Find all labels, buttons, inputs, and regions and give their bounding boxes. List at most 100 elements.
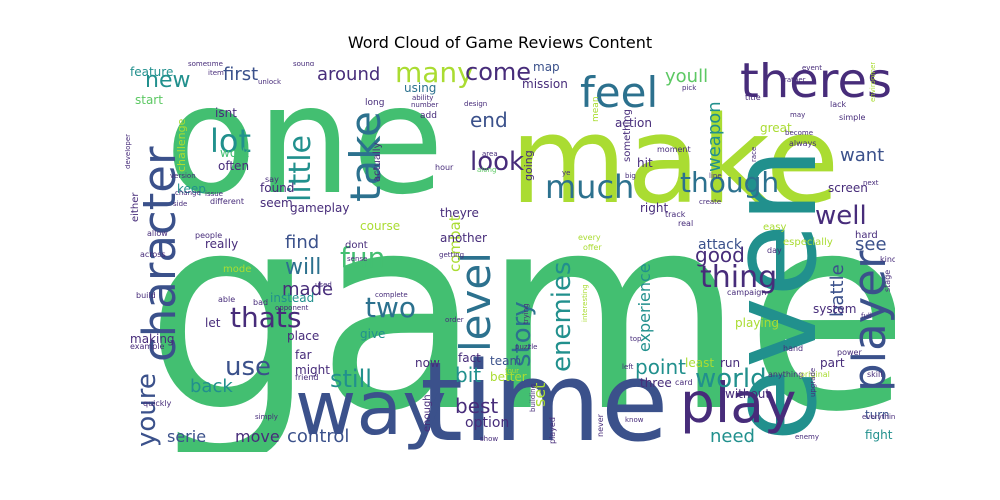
word-instead: instead — [270, 291, 314, 305]
word-say: say — [265, 175, 279, 184]
word-though: though — [680, 166, 779, 199]
word-set: set — [530, 383, 549, 407]
word-first: first — [223, 64, 258, 85]
word-power: power — [837, 348, 862, 357]
word-area: area — [482, 150, 498, 158]
word-make: make — [510, 92, 839, 231]
word-thing: thing — [700, 260, 777, 295]
chart-title: Word Cloud of Game Reviews Content — [347, 33, 653, 52]
word-least: least — [685, 356, 714, 370]
word-gameplay: gameplay — [290, 201, 349, 215]
word-hand: hand — [783, 344, 803, 353]
word-point: point — [635, 355, 686, 379]
word-move: move — [235, 427, 280, 446]
word-quickly: quickly — [143, 399, 172, 408]
word-theyre: theyre — [440, 206, 479, 220]
word-rather: rather — [784, 76, 806, 84]
word-want: want — [840, 145, 884, 166]
word-big: big — [625, 172, 636, 180]
word-little: little — [283, 135, 318, 202]
word-show: show — [480, 435, 498, 443]
word-fact: fact — [458, 351, 481, 365]
word-example: example — [130, 342, 165, 351]
word-combat: combat — [446, 215, 464, 272]
word-without: without — [725, 387, 770, 401]
word-two: two — [365, 291, 416, 324]
word-version: version — [170, 172, 196, 180]
word-really: really — [205, 237, 238, 251]
word-next: next — [863, 179, 879, 187]
word-map: map — [533, 62, 560, 74]
word-action: action — [615, 116, 652, 130]
word-along: along — [477, 166, 496, 174]
word-building: building — [529, 384, 537, 412]
word-full: full — [861, 312, 872, 320]
word-either: either — [130, 192, 141, 222]
word-real: real — [678, 219, 693, 228]
word-often: often — [218, 159, 249, 173]
word-far: far — [295, 348, 312, 362]
word-new: new — [145, 68, 190, 93]
word-way: way — [295, 364, 447, 452]
word-opponent: opponent — [275, 304, 309, 312]
word-let: let — [205, 316, 221, 330]
word-see: see — [855, 234, 887, 255]
word-much: much — [545, 168, 634, 206]
word-add: add — [420, 111, 437, 121]
word-now: now — [415, 356, 440, 370]
word-right: right — [640, 201, 668, 215]
word-trying: trying — [522, 303, 530, 324]
word-serie: serie — [167, 427, 206, 446]
word-will: will — [285, 255, 321, 280]
word-one: one — [165, 62, 444, 228]
word-making: making — [130, 332, 175, 346]
word-still: still — [330, 365, 372, 393]
word-never: never — [596, 413, 605, 437]
word-card: card — [675, 378, 693, 387]
word-title: title — [745, 93, 761, 102]
word-around: around — [317, 64, 380, 85]
word-long: long — [365, 98, 384, 108]
word-dont: dont — [345, 240, 368, 251]
word-feature: feature — [130, 65, 173, 79]
word-simple: simple — [839, 113, 865, 122]
word-race: race — [750, 147, 758, 162]
word-player: player — [843, 250, 895, 392]
word-found: found — [260, 181, 294, 195]
word-time: time — [420, 338, 669, 452]
word-game: game — [145, 156, 895, 452]
word-enough: enough — [422, 394, 433, 432]
word-enemies: enemies — [547, 261, 577, 372]
word-attack: attack — [698, 237, 743, 253]
word-isnt: isnt — [215, 106, 237, 120]
word-screen: screen — [828, 181, 868, 195]
word-puzzle: puzzle — [515, 343, 537, 351]
word-become: become — [785, 129, 813, 137]
word-campaign: campaign — [727, 288, 766, 297]
word-unlock: unlock — [258, 78, 282, 86]
word-lot: lot — [210, 122, 251, 160]
word-track: track — [665, 210, 686, 219]
word-take: take — [341, 111, 390, 202]
word-build: build — [136, 291, 156, 300]
word-able: able — [218, 295, 235, 304]
word-played: played — [548, 417, 557, 444]
word-side: side — [173, 200, 187, 208]
word-change: change — [175, 189, 201, 197]
word-option: option — [465, 415, 509, 431]
word-system: system — [813, 302, 856, 316]
word-good: good — [695, 243, 745, 267]
word-may: may — [790, 111, 805, 119]
word-ye: ye — [562, 169, 570, 177]
word-playing: playing — [735, 316, 779, 330]
word-well: well — [815, 201, 867, 231]
word-challenge: challenge — [175, 118, 188, 172]
word-theres: theres — [740, 62, 892, 109]
word-made: made — [282, 279, 333, 300]
word-better: better — [490, 370, 527, 384]
word-find: find — [285, 232, 319, 253]
word-something: something — [622, 109, 633, 162]
word-used: used — [315, 281, 332, 289]
word-developer: developer — [125, 134, 132, 169]
word-four: four — [505, 367, 519, 375]
